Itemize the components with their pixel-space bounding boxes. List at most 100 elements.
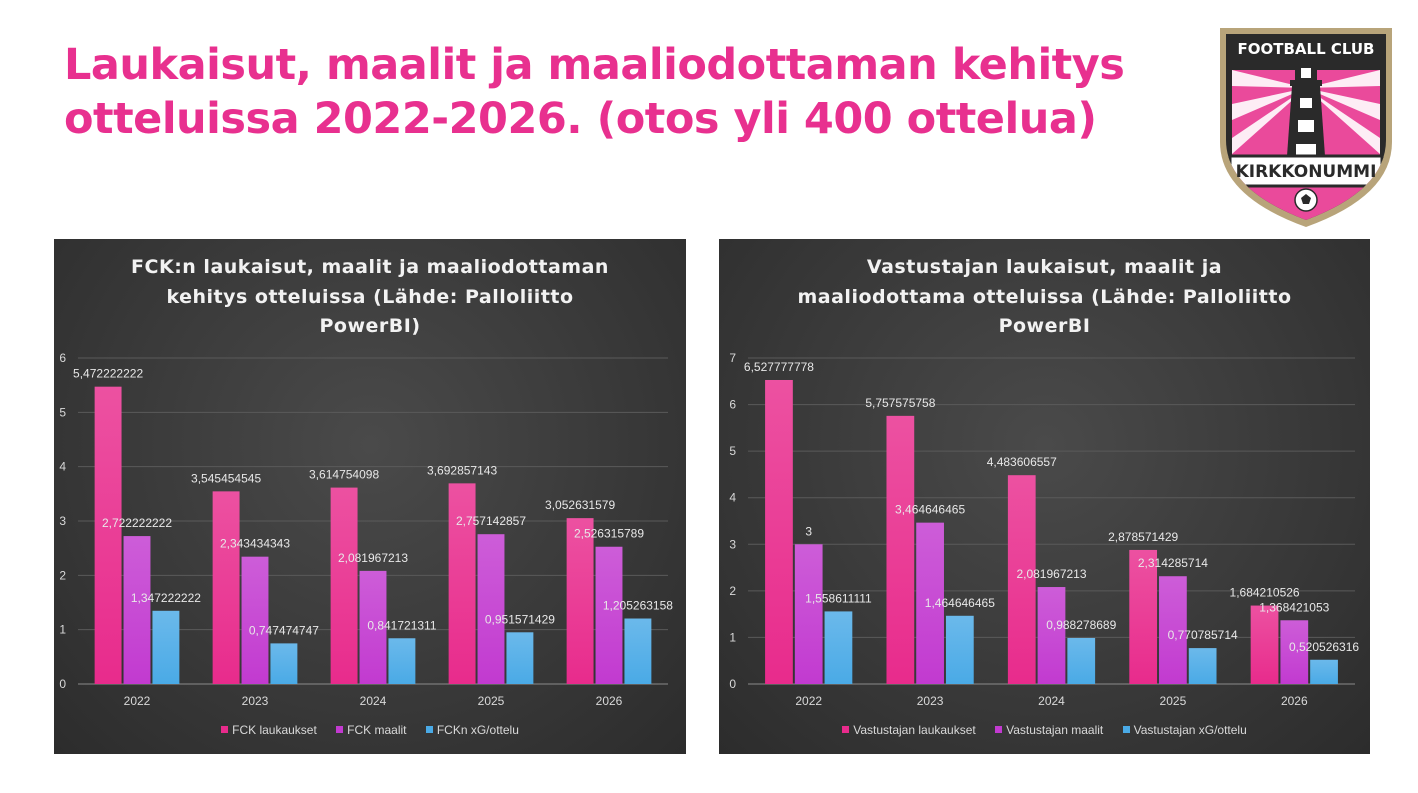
fck-bar-chart: 0 1 2 3 4 5 6 5,472222222 2,722222222 1,347222222… (59, 351, 673, 708)
bar (123, 536, 151, 684)
data-label: 2,878571429 (1108, 530, 1178, 544)
y-tick-label: 1 (729, 630, 736, 644)
y-tick-label: 6 (59, 351, 66, 365)
x-tick-label: 2024 (1038, 694, 1065, 708)
x-tick-label: 2024 (360, 694, 387, 708)
x-tick-label: 2026 (1281, 694, 1308, 708)
opponent-bar-chart: 0 1 2 3 4 5 6 7 6,527777778 3 1,558611111 2022 5,757… (729, 351, 1359, 708)
data-label: 1,684210526 (1230, 586, 1300, 600)
bar (824, 611, 853, 684)
legend-label: Vastustajan xG/ottelu (1133, 723, 1247, 737)
data-label: 5,757575758 (865, 396, 935, 410)
data-label: 0,951571429 (485, 612, 555, 626)
x-tick-label: 2025 (1160, 694, 1187, 708)
data-label: 1,368421053 (1259, 600, 1329, 614)
y-tick-label: 2 (729, 584, 736, 598)
data-label: 2,343434343 (220, 537, 290, 551)
y-tick-label: 6 (729, 398, 736, 412)
data-label: 3,692857143 (427, 463, 497, 477)
data-label: 0,841721311 (367, 618, 437, 632)
y-tick-label: 2 (59, 568, 66, 582)
bar (1067, 637, 1096, 684)
data-label: 3,052631579 (545, 498, 615, 512)
data-label: 3 (805, 524, 812, 538)
fck-chart-panel: FCK:n laukaisut, maalit ja maaliodottama… (54, 239, 686, 754)
x-tick-label: 2023 (242, 694, 269, 708)
chart-title-line: Vastustajan laukaisut, maalit ja (866, 256, 1223, 278)
bar (1250, 605, 1279, 684)
chart-title-line: maaliodottama otteluissa (Lähde: Palloli… (797, 285, 1292, 308)
data-label: 3,614754098 (309, 468, 379, 482)
chart-title-line: kehitys otteluissa (Lähde: Palloliitto (166, 285, 574, 308)
bar (270, 643, 298, 684)
y-tick-label: 4 (729, 491, 736, 505)
legend-swatch (995, 726, 1003, 733)
legend-swatch (1122, 726, 1130, 733)
data-label: 6,527777778 (744, 360, 814, 374)
data-label: 1,205263158 (603, 599, 673, 613)
data-label: 0,520526316 (1289, 640, 1359, 654)
bar (1188, 648, 1217, 684)
data-label: 2,526315789 (574, 527, 644, 541)
y-tick-label: 3 (729, 537, 736, 551)
y-tick-label: 5 (729, 444, 736, 458)
x-tick-label: 2023 (917, 694, 944, 708)
bar (330, 487, 358, 684)
legend-label: FCK maalit (347, 723, 407, 737)
x-tick-label: 2022 (795, 694, 822, 708)
bar (945, 615, 974, 684)
x-tick-label: 2025 (478, 694, 505, 708)
legend-label: FCKn xG/ottelu (436, 723, 519, 737)
legend-swatch (221, 726, 229, 733)
bar (212, 491, 240, 684)
legend-item: Vastustajan maalit (995, 723, 1103, 737)
bar (1159, 576, 1187, 684)
bar (595, 546, 623, 684)
bar (1007, 475, 1036, 684)
legend-swatch (336, 726, 344, 733)
bar (506, 632, 534, 684)
y-tick-label: 0 (59, 677, 66, 691)
data-label: 3,464646465 (895, 503, 965, 517)
data-label: 1,347222222 (131, 591, 201, 605)
y-tick-label: 0 (729, 677, 736, 691)
bar (94, 386, 122, 684)
legend-item: Vastustajan xG/ottelu (1122, 723, 1247, 737)
data-label: 3,545454545 (191, 471, 261, 485)
chart-legend: FCK laukaukset FCK maalit FCKn xG/ottelu (54, 723, 686, 737)
data-label: 5,472222222 (73, 367, 143, 381)
y-tick-label: 5 (59, 405, 66, 419)
x-tick-label: 2022 (124, 694, 151, 708)
logo-banner-text: KIRKKONUMMI (1236, 162, 1377, 182)
x-tick-label: 2026 (596, 694, 623, 708)
bar (916, 522, 944, 684)
data-label: 0,988278689 (1046, 618, 1116, 632)
bar (624, 618, 652, 684)
bar (241, 556, 269, 684)
data-label: 2,757142857 (456, 514, 526, 528)
bar (152, 610, 180, 684)
y-tick-label: 7 (729, 351, 736, 365)
data-label: 2,314285714 (1138, 556, 1208, 570)
bar (1280, 620, 1309, 684)
opponent-chart-panel: Vastustajan laukaisut, maalit ja maaliod… (719, 239, 1370, 754)
bar (886, 415, 915, 684)
chart-title-line: FCK:n laukaisut, maalit ja maaliodottama… (131, 256, 609, 278)
data-label: 1,464646465 (925, 596, 995, 610)
data-label: 2,081967213 (1016, 567, 1086, 581)
legend-label: FCK laukaukset (232, 723, 317, 737)
chart-title-line: PowerBI (998, 315, 1091, 337)
legend-swatch (425, 726, 433, 733)
data-label: 2,081967213 (338, 551, 408, 565)
fc-kirkkonummi-crest-icon: KIRKKONUMMI FOOTBALL CLUB (1216, 20, 1396, 228)
legend-item: FCKn xG/ottelu (425, 723, 519, 737)
bar (1037, 587, 1066, 684)
bar (477, 534, 505, 684)
y-tick-label: 4 (59, 460, 66, 474)
legend-swatch (842, 726, 850, 733)
data-label: 2,722222222 (102, 516, 172, 530)
chart-title: FCK:n laukaisut, maalit ja maaliodottama… (54, 253, 686, 342)
legend-label: Vastustajan maalit (1006, 723, 1104, 737)
legend-item: Vastustajan laukaukset (842, 723, 976, 737)
bar (794, 544, 823, 684)
